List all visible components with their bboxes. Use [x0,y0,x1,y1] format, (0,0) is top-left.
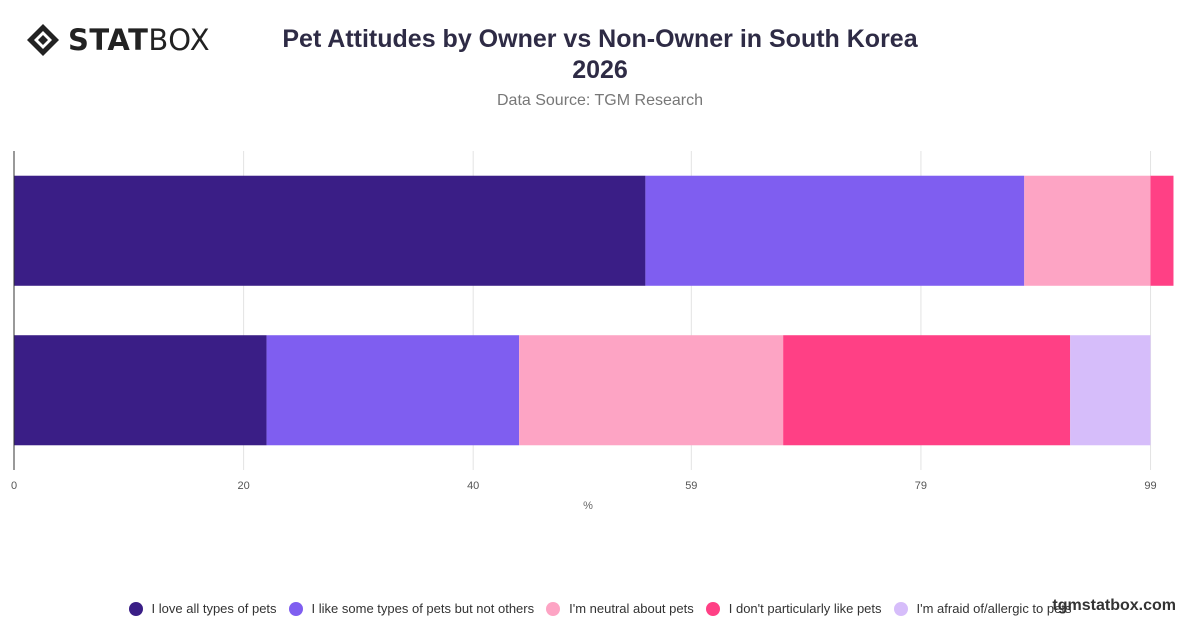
legend-label: I don't particularly like pets [728,601,882,616]
x-tick-label: 20 [237,480,249,492]
chart-title-line-1: Pet Attitudes by Owner vs Non-Owner in S… [282,25,918,53]
bar-segment[interactable] [783,335,1071,446]
chart-title-line-2: 2026 [572,56,628,84]
chart-title: Pet Attitudes by Owner vs Non-Owner in S… [250,24,950,86]
x-tick-label: 99 [1144,480,1156,492]
legend-swatch [893,601,908,616]
legend-swatch [705,601,720,616]
chart-legend: I love all types of pets I like some type… [0,601,1200,616]
legend-swatch [288,601,303,616]
bars [14,175,1174,446]
legend-item[interactable]: I love all types of pets [128,601,277,616]
bar-segment[interactable] [1150,175,1174,286]
legend-label: I'm afraid of/allergic to pets [916,601,1072,616]
diamond-logo-icon [27,24,59,56]
logo-bold-text: STAT [68,23,149,57]
bar-segment[interactable] [1024,175,1151,286]
legend-item[interactable]: I'm neutral about pets [546,601,694,616]
x-tick-label: 0 [11,480,17,492]
bar-segment[interactable] [1070,335,1151,446]
bar-segment[interactable] [14,335,267,446]
bar-segment[interactable] [645,175,1025,286]
x-tick-label: 79 [915,480,927,492]
watermark: tgmstatbox.com [1052,597,1176,614]
x-axis-label: % [583,500,593,512]
legend-label: I love all types of pets [151,601,277,616]
bar-segment[interactable] [519,335,784,446]
legend-swatch [546,601,561,616]
x-tick-label: 40 [467,480,479,492]
legend-item[interactable]: I like some types of pets but not others [288,601,535,616]
bar-segment[interactable] [266,335,520,446]
legend-swatch [128,601,143,616]
statbox-logo: STATBOX [26,22,210,58]
legend-item[interactable]: I'm afraid of/allergic to pets [893,601,1072,616]
legend-item[interactable]: I don't particularly like pets [705,601,882,616]
chart-subtitle: Data Source: TGM Research [496,92,703,109]
logo-light-text: BOX [148,23,211,57]
x-tick-label: 59 [685,480,697,492]
legend-label: I like some types of pets but not others [311,601,535,616]
logo-wordmark: STATBOX [68,22,210,58]
legend-label: I'm neutral about pets [569,601,694,616]
bar-segment[interactable] [14,175,646,286]
x-axis-ticks: 0 20 40 59 79 99 [11,480,1157,492]
